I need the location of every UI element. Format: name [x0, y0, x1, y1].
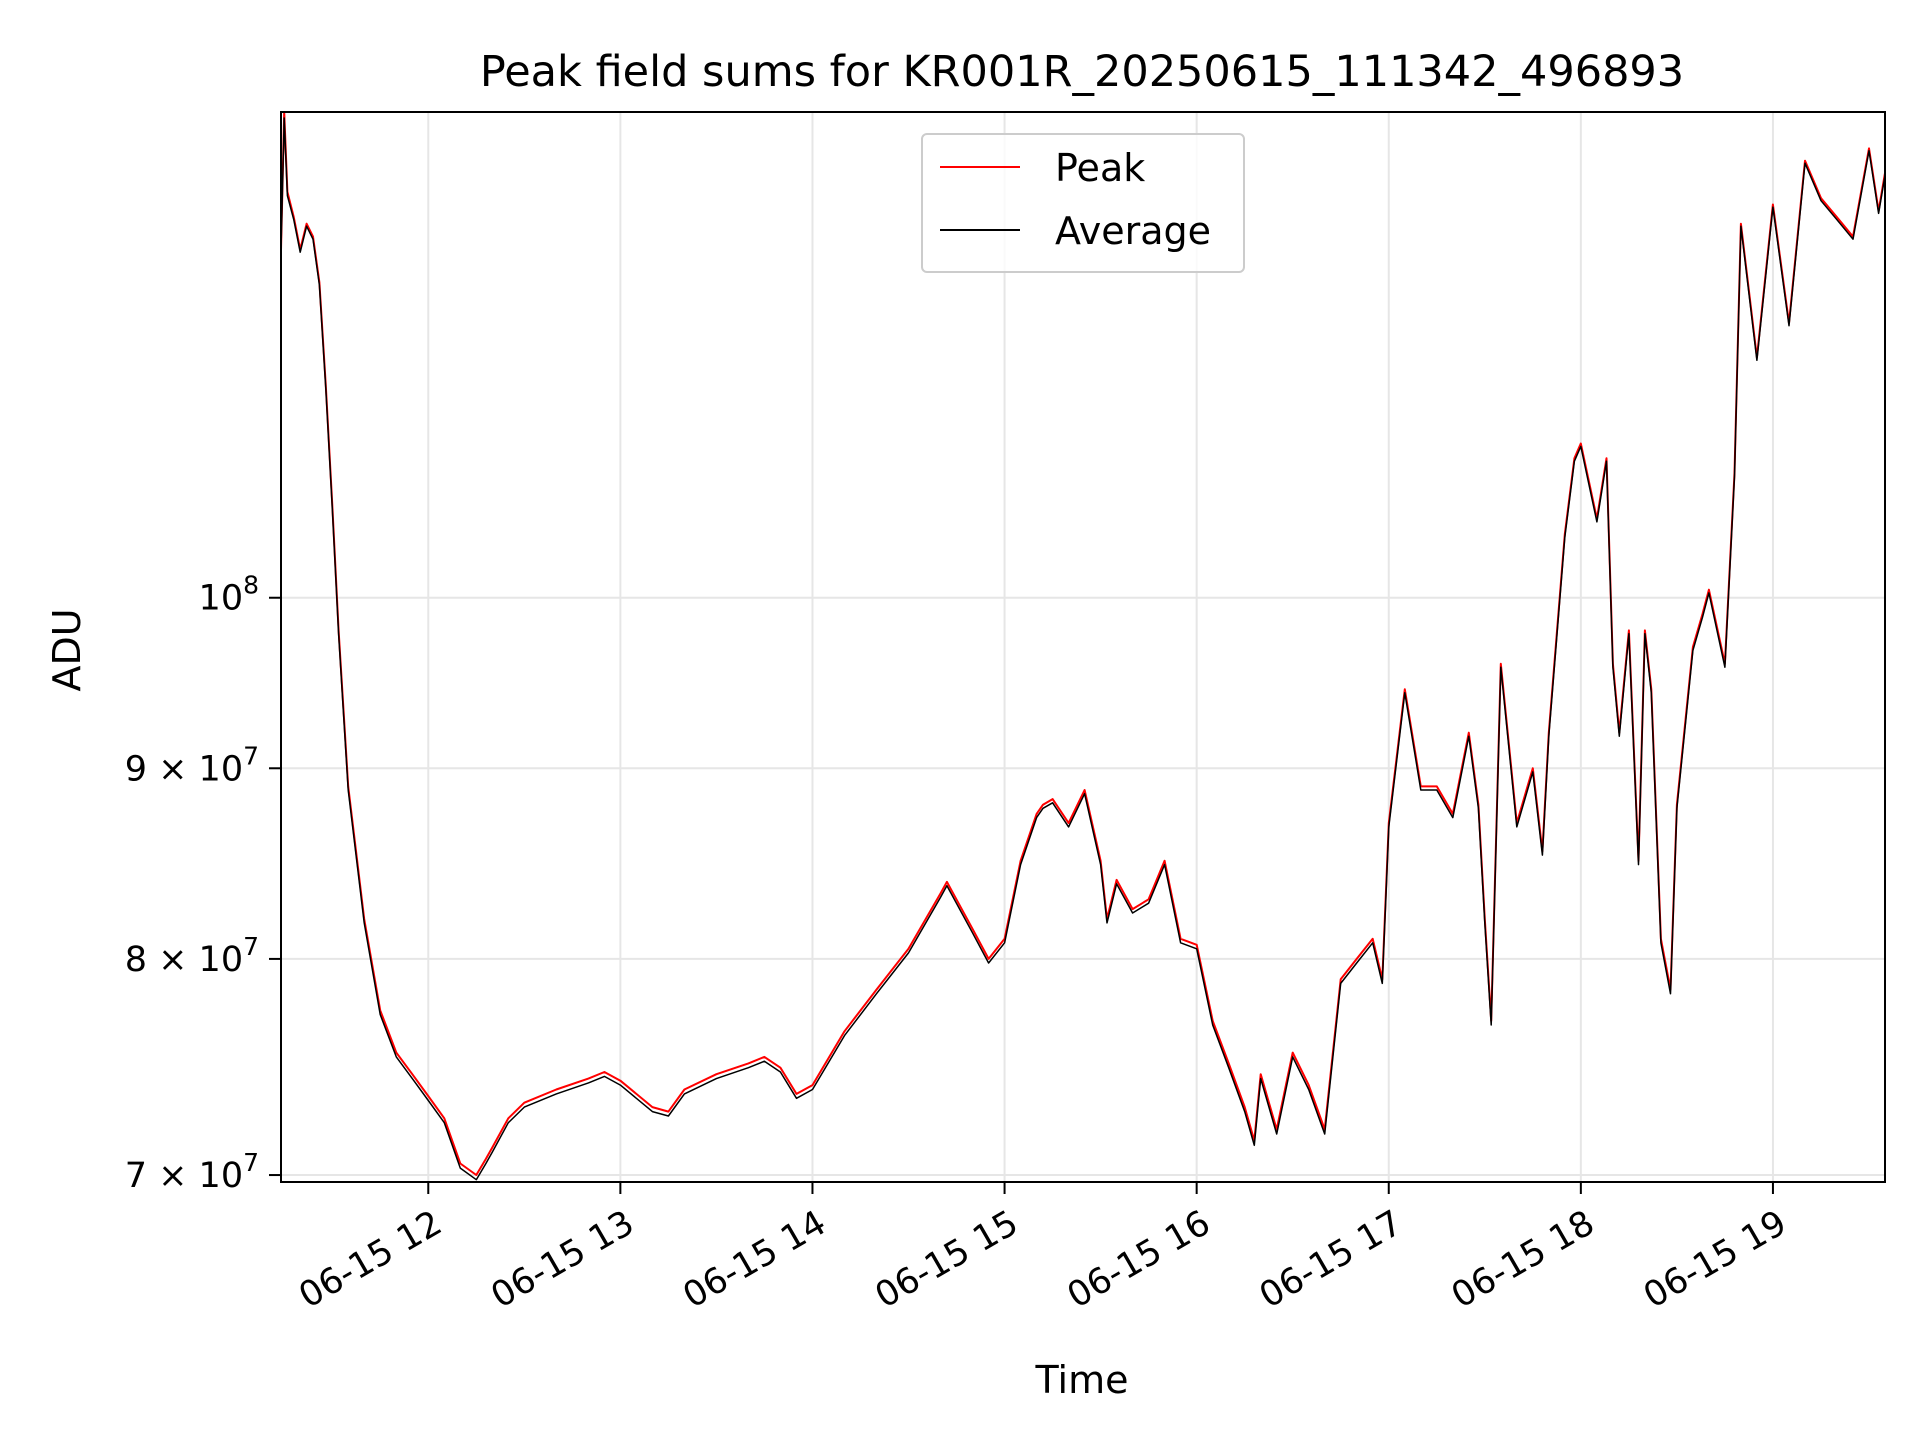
- x-axis: 06-15 12 06-15 13 06-15 14 06-15 15 06-15 16…: [292, 1182, 1793, 1316]
- legend-average-label: Average: [1055, 209, 1211, 253]
- plot-frame: [280, 111, 1886, 1183]
- y-tick-label: 108: [199, 571, 259, 619]
- y-tick-exponent: 7: [243, 741, 259, 770]
- y-tick-label: 7 × 107: [125, 1148, 259, 1196]
- x-tick-label: 06-15 15: [869, 1203, 1025, 1316]
- legend-peak-label: Peak: [1055, 146, 1145, 190]
- chart-title: Peak field sums for KR001R_20250615_1113…: [480, 47, 1684, 97]
- y-axis: 7 × 107 8 × 107 9 × 107 108: [125, 571, 281, 1196]
- x-tick-label: 06-15 16: [1061, 1203, 1217, 1316]
- y-tick-label: 9 × 107: [125, 741, 259, 789]
- x-axis-label: Time: [1035, 1358, 1129, 1402]
- y-axis-label: ADU: [45, 608, 89, 691]
- legend-box: [921, 133, 1245, 273]
- y-tick-label: 8 × 107: [125, 932, 259, 980]
- x-tick-label: 06-15 13: [485, 1203, 641, 1316]
- x-tick-label: 06-15 12: [292, 1203, 448, 1316]
- x-tick-label: 06-15 14: [677, 1203, 833, 1316]
- y-tick-exponent: 8: [243, 571, 259, 600]
- y-tick-exponent: 7: [243, 932, 259, 961]
- series-layer: [281, 112, 1885, 1181]
- x-tick-label: 06-15 19: [1637, 1203, 1793, 1316]
- grid: [281, 112, 1885, 1182]
- legend: Peak Average: [921, 133, 1245, 273]
- x-tick-label: 06-15 18: [1445, 1203, 1601, 1316]
- x-tick-label: 06-15 17: [1253, 1203, 1409, 1316]
- series-line-average: [281, 117, 1885, 1181]
- y-tick-exponent: 7: [243, 1148, 259, 1177]
